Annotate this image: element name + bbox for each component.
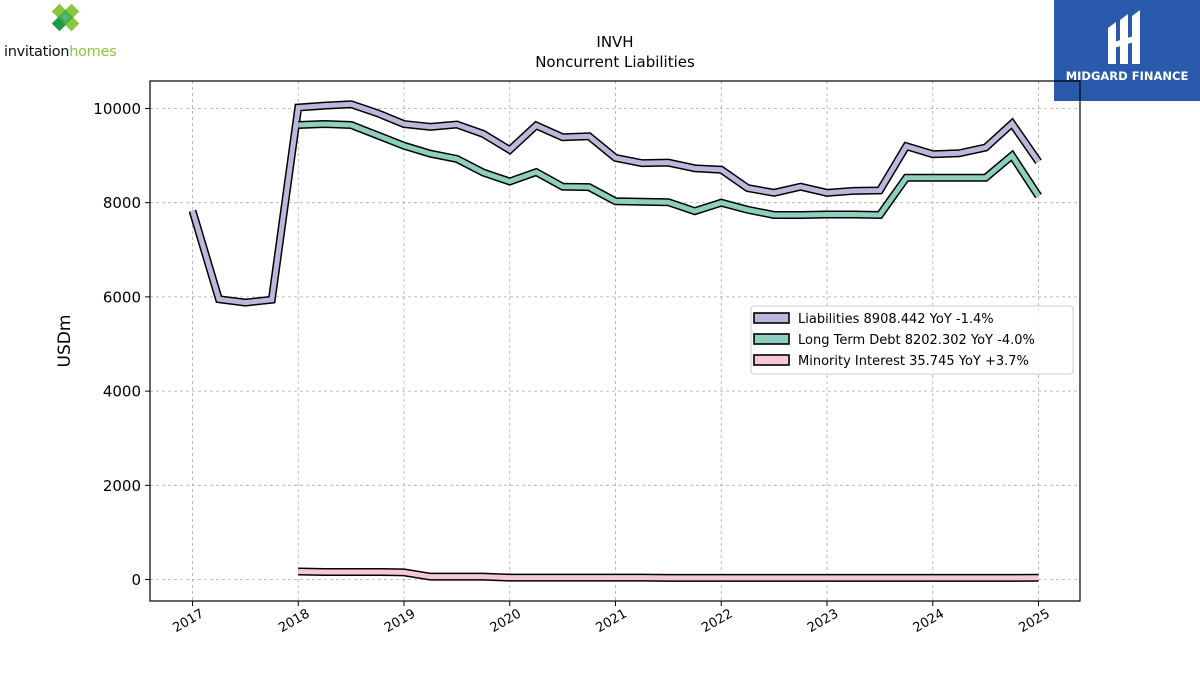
midgard-finance-logo: MIDGARD FINANCE: [1054, 0, 1200, 101]
logo-word-invitation: invitation: [4, 44, 70, 60]
legend-label-liabilities: Liabilities 8908.442 YoY -1.4%: [798, 312, 994, 327]
x-tick-label-2021: 2021: [593, 606, 629, 636]
y-tick-label-10000: 10000: [93, 100, 141, 118]
series-line-liabilities: [190, 101, 1041, 306]
x-tick-label-2019: 2019: [382, 606, 418, 636]
x-tick-label-2024: 2024: [911, 606, 947, 636]
midgard-finance-mark-icon: [1108, 10, 1140, 64]
y-tick-label-8000: 8000: [103, 194, 141, 212]
x-tick-label-2020: 2020: [488, 606, 524, 636]
legend-box: [750, 305, 1074, 375]
series-line-minority-interest: [298, 568, 1039, 581]
series-long-term-debt: [298, 120, 1042, 219]
midgard-finance-brand-text: MIDGARD FINANCE: [1065, 69, 1189, 83]
legend-swatch-liabilities: [753, 312, 790, 324]
series-minority-interest: [298, 567, 1039, 582]
x-tick-label-2017: 2017: [170, 606, 206, 636]
series-layer: [188, 100, 1042, 582]
invitation-homes-mark-icon: [51, 4, 80, 32]
legend: Liabilities 8908.442 YoY -1.4% Long Term…: [750, 305, 1074, 375]
y-tick-label-4000: 4000: [103, 383, 141, 401]
x-tick-label-2022: 2022: [699, 606, 735, 636]
legend-swatch-minority-interest: [753, 354, 790, 366]
series-line-long-term-debt: [298, 121, 1041, 218]
logo-word-homes: homes: [69, 44, 117, 60]
y-tick-label-0: 0: [131, 571, 141, 589]
y-axis-label: USDm: [55, 315, 75, 368]
y-tick-label-2000: 2000: [103, 477, 141, 495]
invitation-homes-logo: invitationhomes: [4, 4, 134, 62]
chart-subtitle: Noncurrent Liabilities: [535, 53, 695, 71]
y-tick-label-6000: 6000: [103, 288, 141, 306]
invitation-homes-wordmark: invitationhomes: [4, 44, 117, 60]
x-tick-label-2023: 2023: [805, 606, 841, 636]
series-liabilities: [188, 100, 1042, 307]
x-tick-label-2018: 2018: [276, 606, 312, 636]
legend-label-long-term-debt: Long Term Debt 8202.302 YoY -4.0%: [798, 333, 1035, 348]
chart-title: INVH: [596, 33, 633, 51]
legend-label-minority-interest: Minority Interest 35.745 YoY +3.7%: [798, 354, 1029, 369]
x-tick-label-2025: 2025: [1016, 606, 1052, 636]
legend-swatch-long-term-debt: [753, 333, 790, 345]
